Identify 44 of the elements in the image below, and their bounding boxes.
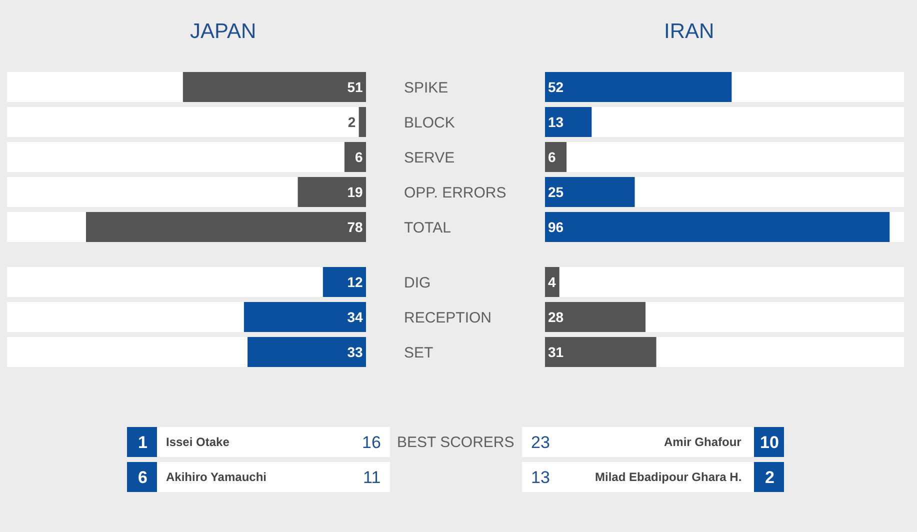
text: Milad Ebadipour Ghara H. [595,470,742,484]
text: 1 [138,433,148,452]
data-label: 13 [548,114,564,130]
data-label: 52 [548,79,564,95]
data-label: 2 [348,114,356,130]
text: 13 [531,468,550,487]
y-tick-label: OPP. ERRORS [404,184,506,202]
y-tick-label: SPIKE [404,79,448,96]
text: Issei Otake [166,435,230,449]
data-label: 78 [347,219,363,235]
chart-title: IRAN [664,20,714,43]
data-label: 19 [347,184,363,200]
y-tick-label: RECEPTION [404,309,492,326]
bar [545,107,592,137]
data-label: 6 [548,149,556,165]
data-label: 96 [548,219,564,235]
text: 11 [363,468,381,487]
chart-title: JAPAN [190,20,256,43]
y-tick-label: BLOCK [404,114,455,132]
text: BEST SCORERS [397,434,514,451]
data-label: 33 [347,344,363,360]
text: Amir Ghafour [664,435,742,449]
data-label: 28 [548,309,564,325]
text: 2 [765,468,774,487]
bar [298,177,366,207]
bar [358,107,366,137]
data-label: 31 [548,344,564,360]
bar [344,142,366,172]
y-tick-label: SET [404,344,434,362]
bar [545,142,567,172]
text: 6 [138,468,148,487]
y-tick-label: TOTAL [404,219,451,236]
text: Akihiro Yamauchi [166,470,266,484]
data-label: 6 [355,149,363,165]
data-label: 4 [548,274,556,290]
y-tick-label: SERVE [404,149,455,166]
text: 16 [362,433,381,452]
data-label: 12 [347,274,363,290]
data-label: 51 [347,79,363,95]
text: 23 [531,433,550,452]
data-label: 25 [548,184,564,200]
text: 10 [760,433,779,452]
data-label: 34 [347,309,363,325]
y-tick-label: DIG [404,274,431,292]
